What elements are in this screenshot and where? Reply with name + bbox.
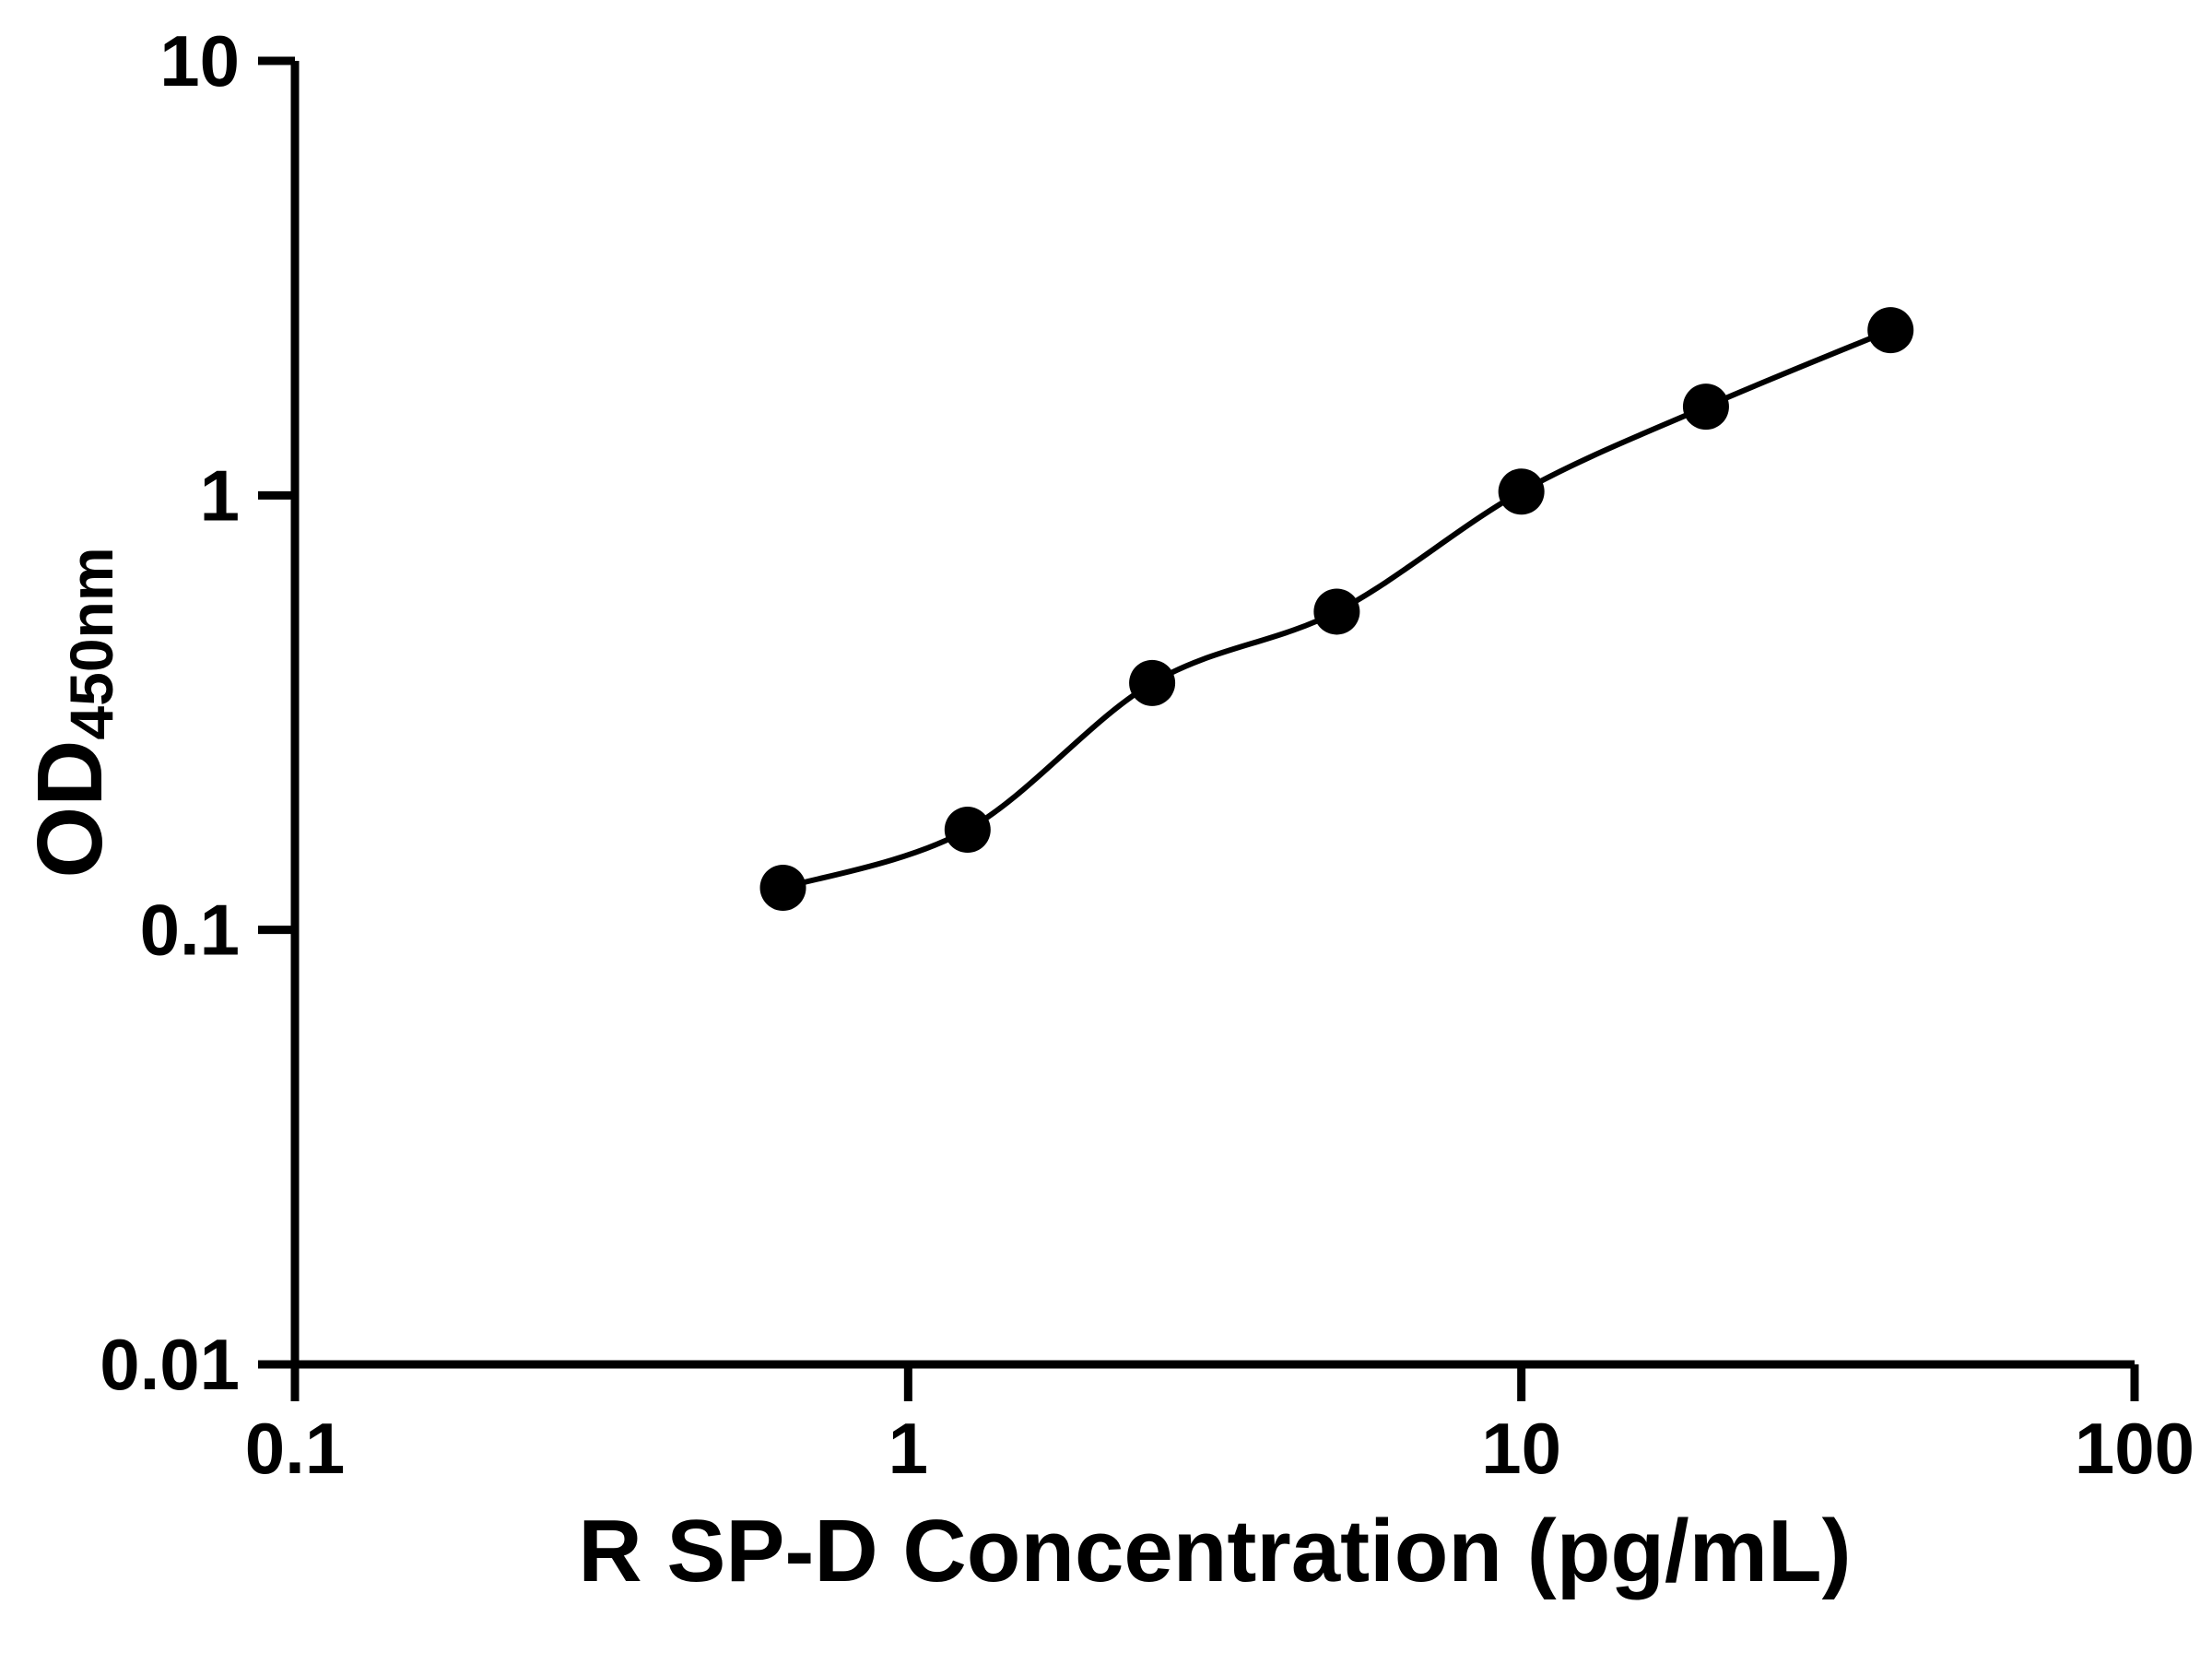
x-tick-label: 100 — [2075, 1408, 2194, 1489]
data-point — [1313, 588, 1360, 635]
data-point — [944, 807, 991, 854]
data-points — [759, 307, 1914, 911]
data-point — [1867, 307, 1914, 354]
y-axis-label-main: OD — [18, 740, 122, 879]
data-point — [1498, 468, 1545, 515]
y-axis-label: OD450nm — [18, 547, 125, 878]
data-point — [1682, 384, 1729, 431]
axes — [290, 61, 2135, 1369]
y-tick-label: 10 — [159, 20, 240, 101]
y-tick-label: 1 — [200, 454, 240, 536]
data-point — [759, 864, 806, 911]
x-tick-label: 10 — [1481, 1408, 1561, 1489]
x-axis-label: R SP-D Concentration (pg/mL) — [578, 1502, 1851, 1600]
y-tick-label: 0.01 — [100, 1324, 240, 1405]
y-axis-label-subscript: 450nm — [57, 547, 125, 739]
y-tick-label: 0.1 — [140, 890, 240, 971]
x-tick-label: 1 — [888, 1408, 928, 1489]
data-point — [1129, 659, 1176, 706]
axis-spines — [290, 61, 2135, 1369]
axis-ticks — [258, 56, 2139, 1401]
x-tick-label: 0.1 — [245, 1408, 345, 1489]
